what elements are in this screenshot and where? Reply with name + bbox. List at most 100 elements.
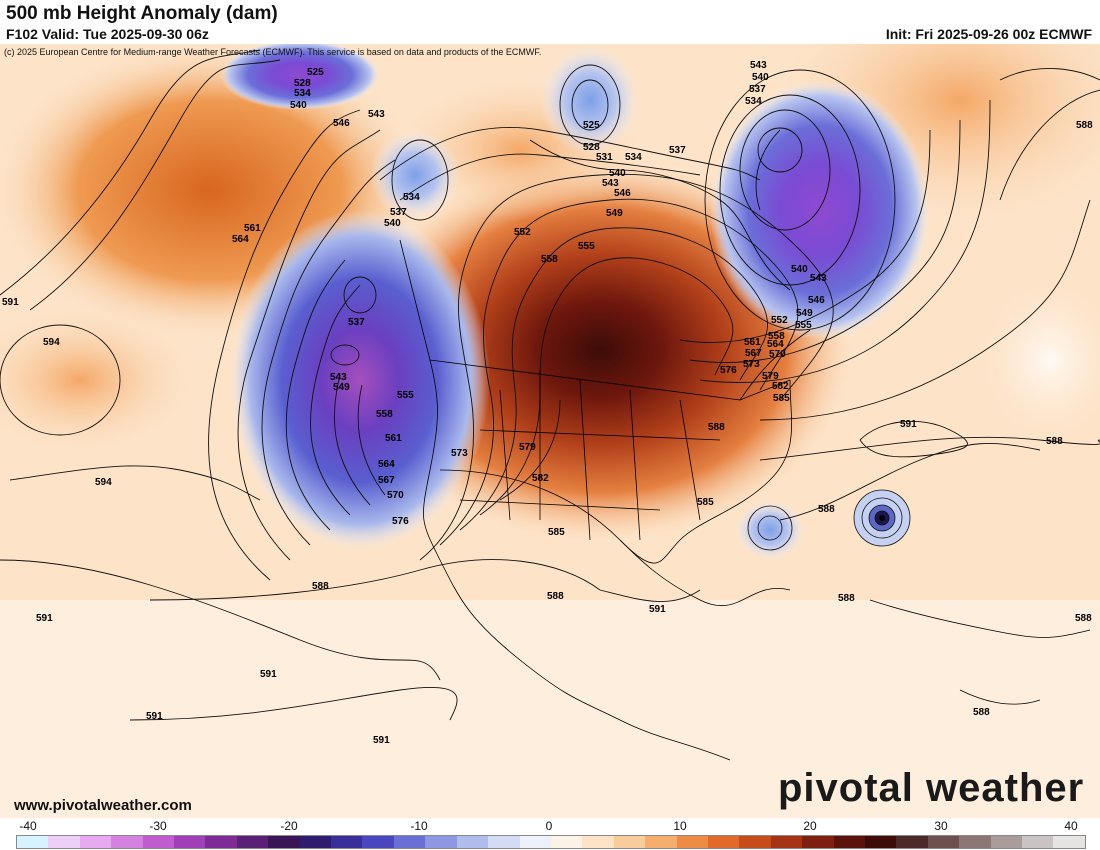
contour-label: 561 <box>244 223 261 234</box>
website-url: www.pivotalweather.com <box>14 797 192 814</box>
contour-label: 591 <box>2 297 19 308</box>
colorbar-tick: 10 <box>673 819 687 833</box>
contour-label: 582 <box>772 381 789 392</box>
colorbar-swatch <box>582 836 614 848</box>
contour-label: 558 <box>768 331 785 342</box>
colorbar-swatch <box>833 836 865 848</box>
baffin-low-anomaly <box>540 45 640 155</box>
colorbar-swatch <box>676 836 708 848</box>
contour-label: 561 <box>385 433 402 444</box>
contour-label: 543 <box>750 60 767 71</box>
colorbar-swatch <box>927 836 960 848</box>
alaska-low-anomaly <box>220 44 380 110</box>
contour-label: 579 <box>762 371 779 382</box>
colorbar-tick: 30 <box>934 819 948 833</box>
pacific-positive-anomaly <box>0 310 190 450</box>
colorbar-swatch <box>519 836 551 848</box>
colorbar-swatch <box>1022 836 1054 848</box>
colorbar-swatch <box>17 836 49 848</box>
contour-label: 537 <box>348 317 365 328</box>
contour-label: 543 <box>330 372 347 383</box>
colorbar-swatch <box>456 836 489 848</box>
contour-label: 585 <box>773 393 790 404</box>
colorbar-swatch <box>174 836 206 848</box>
western-trough-anomaly <box>230 210 490 550</box>
hurricane-low <box>853 489 911 547</box>
contour-label: 564 <box>378 459 395 470</box>
copyright-notice: (c) 2025 European Centre for Medium-rang… <box>4 47 542 57</box>
colorbar-swatch <box>48 836 80 848</box>
contour-label: 573 <box>451 448 468 459</box>
colorbar-swatch <box>613 836 646 848</box>
height-contours <box>0 49 1100 721</box>
colorbar-swatch <box>707 836 740 848</box>
contour-label: 537 <box>669 145 686 156</box>
contour-labels: 525 528 534 540 543 546 561 564 591 594 … <box>2 60 1093 746</box>
contour-label: 546 <box>808 295 825 306</box>
map-canvas: 525 528 534 540 543 546 561 564 591 594 … <box>0 44 1100 818</box>
contour-label: 525 <box>307 67 324 78</box>
contour-label: 549 <box>606 208 623 219</box>
contour-label: 570 <box>769 349 786 360</box>
contour-label: 588 <box>1075 613 1092 624</box>
contour-label: 591 <box>649 604 666 615</box>
yukon-low-anomaly <box>370 130 460 220</box>
contour-label: 543 <box>602 178 619 189</box>
colorbar-swatch <box>205 836 237 848</box>
contour-label: 558 <box>376 409 393 420</box>
contour-label: 555 <box>397 390 414 401</box>
contour-label: 555 <box>795 320 812 331</box>
atlantic-pale-area <box>980 280 1100 440</box>
contour-label: 528 <box>294 78 311 89</box>
contour-label: 564 <box>767 339 784 350</box>
contour-label: 591 <box>373 735 390 746</box>
contour-label: 588 <box>708 422 725 433</box>
contour-label: 546 <box>333 118 350 129</box>
colorbar-swatch <box>111 836 143 848</box>
contour-label: 534 <box>745 96 762 107</box>
colorbar-tick: -10 <box>410 819 428 833</box>
colorbar-swatch <box>864 836 897 848</box>
contour-label: 540 <box>752 72 769 83</box>
eastern-low-anomaly <box>710 80 930 340</box>
contour-label: 582 <box>532 473 549 484</box>
contour-label: 588 <box>1046 436 1063 447</box>
contour-label: 579 <box>519 442 536 453</box>
contour-label: 552 <box>514 227 531 238</box>
contour-label: 594 <box>95 477 112 488</box>
valid-time: F102 Valid: Tue 2025-09-30 06z <box>6 26 209 42</box>
contour-label: 528 <box>583 142 600 153</box>
contour-label: 531 <box>596 152 613 163</box>
colorbar-swatch <box>331 836 363 848</box>
anomaly-map: 525 528 534 540 543 546 561 564 591 594 … <box>0 44 1100 818</box>
contour-label: 558 <box>541 254 558 265</box>
florida-low-contours <box>747 505 793 551</box>
contour-label: 588 <box>312 581 329 592</box>
contour-label: 525 <box>583 120 600 131</box>
colorbar-swatch <box>550 836 583 848</box>
colorbar-strip <box>16 835 1086 849</box>
contour-label: 588 <box>547 591 564 602</box>
contour-label: 594 <box>43 337 60 348</box>
contour-label: 540 <box>609 168 626 179</box>
colorbar-swatch <box>299 836 332 848</box>
contour-label: 564 <box>232 234 249 245</box>
contour-label: 567 <box>378 475 395 486</box>
colorbar-swatch <box>770 836 803 848</box>
contour-label: 576 <box>720 365 737 376</box>
contour-label: 534 <box>294 88 311 99</box>
map-title: 500 mb Height Anomaly (dam) <box>6 3 278 24</box>
colorbar-swatch <box>739 836 771 848</box>
contour-label: 543 <box>810 273 827 284</box>
colorbar-tick: -30 <box>149 819 167 833</box>
contour-label: 576 <box>392 516 409 527</box>
contour-label: 588 <box>818 504 835 515</box>
contour-label: 570 <box>387 490 404 501</box>
contour-label: 549 <box>333 382 350 393</box>
tropics-field <box>0 600 1100 818</box>
colorbar-swatch <box>802 836 834 848</box>
colorbar-tick: 20 <box>803 819 817 833</box>
colorbar-swatch <box>425 836 457 848</box>
brand-logo: pivotal weather <box>778 766 1085 810</box>
colorbar-swatch <box>645 836 677 848</box>
